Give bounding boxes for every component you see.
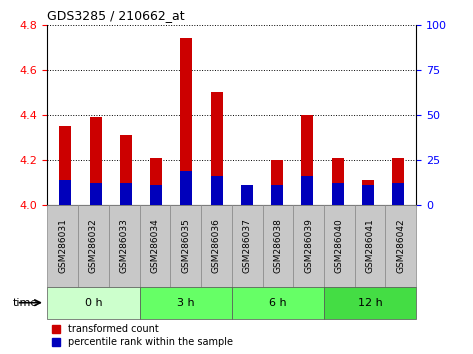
Text: time: time [13,298,38,308]
Bar [271,160,283,205]
Text: GSM286031: GSM286031 [58,218,67,274]
Text: GSM286039: GSM286039 [304,218,313,274]
Bar [60,181,71,205]
Text: GSM286035: GSM286035 [181,218,190,274]
Bar [150,158,162,205]
Bar [392,183,404,205]
Text: 0 h: 0 h [85,298,102,308]
Text: GSM286037: GSM286037 [243,218,252,274]
Bar [392,158,404,205]
Bar [90,183,102,205]
Bar [241,185,253,205]
Text: GSM286032: GSM286032 [89,219,98,273]
Text: GSM286040: GSM286040 [335,219,344,273]
Bar [180,38,193,205]
Bar [332,158,344,205]
Legend: transformed count, percentile rank within the sample: transformed count, percentile rank withi… [52,325,233,347]
Bar [362,185,374,205]
Bar [150,185,162,205]
Text: GSM286036: GSM286036 [212,218,221,274]
Bar [241,187,253,205]
Text: 3 h: 3 h [177,298,194,308]
Bar [332,183,344,205]
Bar [90,117,102,205]
Bar [271,185,283,205]
Text: GSM286042: GSM286042 [396,219,405,273]
Text: GSM286034: GSM286034 [150,219,159,273]
Text: GSM286041: GSM286041 [366,219,375,273]
Bar [120,183,132,205]
Bar [210,92,223,205]
Text: GSM286033: GSM286033 [120,218,129,274]
Text: 12 h: 12 h [358,298,383,308]
Bar [120,135,132,205]
Text: 6 h: 6 h [269,298,287,308]
Bar [301,115,314,205]
Text: GSM286038: GSM286038 [273,218,282,274]
Bar [210,176,223,205]
Bar [180,171,193,205]
Bar [301,176,314,205]
Bar [60,126,71,205]
Text: GDS3285 / 210662_at: GDS3285 / 210662_at [47,9,185,22]
Bar [362,181,374,205]
